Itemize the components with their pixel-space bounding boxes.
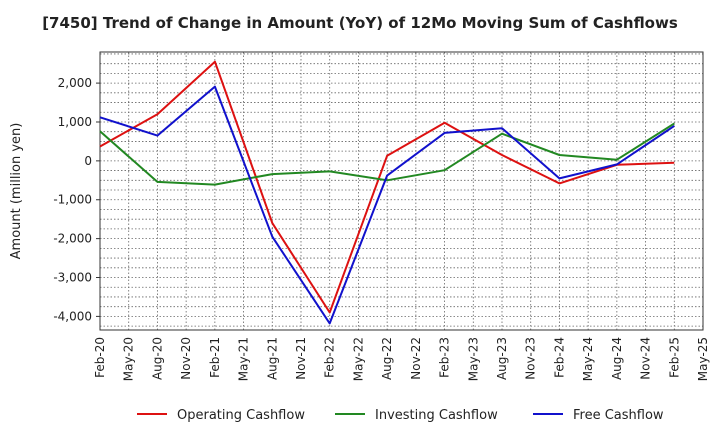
y-tick-label: 2,000 (58, 76, 92, 90)
x-tick-label: Aug-20 (150, 337, 164, 380)
x-tick-label: May-21 (237, 337, 251, 381)
x-tick-label: May-22 (351, 337, 365, 381)
x-tick-label: Nov-20 (179, 337, 193, 380)
x-tick-label: Feb-22 (323, 337, 337, 378)
legend: Operating Cashflow Investing Cashflow Free… (137, 408, 664, 423)
grid-y (100, 53, 703, 327)
series-line-investing-cashflow (99, 122, 675, 186)
y-tick-label: 0 (84, 154, 92, 168)
x-tick-label: May-23 (466, 337, 480, 381)
plot-area-background (100, 52, 703, 330)
y-axis-ticks: 2,000 1,000 0 -1,000 -2,000 -3,000 -4,000 (53, 76, 100, 323)
series-line-operating-cashflow (99, 60, 675, 314)
x-tick-label: Aug-22 (380, 337, 394, 380)
x-tick-label: Aug-21 (265, 337, 279, 380)
series-layer (99, 60, 675, 325)
y-tick-label: -1,000 (53, 193, 92, 207)
y-tick-label: -3,000 (53, 271, 92, 285)
grid-x (99, 52, 704, 330)
x-tick-label: Nov-23 (524, 337, 538, 380)
chart-title: [7450] Trend of Change in Amount (YoY) o… (42, 14, 678, 32)
x-tick-label: Feb-23 (438, 337, 452, 378)
x-tick-label: Aug-24 (610, 337, 624, 380)
x-tick-label: May-20 (122, 337, 136, 381)
x-tick-label: Feb-21 (208, 337, 222, 378)
legend-label-operating-cashflow: Operating Cashflow (177, 408, 305, 423)
plot-area-frame (99, 51, 704, 331)
y-tick-label: 1,000 (58, 115, 92, 129)
x-tick-label: May-24 (581, 337, 595, 381)
y-axis-label: Amount (million yen) (9, 123, 24, 260)
x-tick-label: Nov-21 (294, 337, 308, 380)
x-tick-label: Feb-25 (667, 337, 681, 378)
x-tick-label: Aug-23 (495, 337, 509, 380)
x-tick-label: Feb-20 (93, 337, 107, 378)
x-axis-ticks: Feb-20 May-20 Aug-20 Nov-20 Feb-21 May-21 Aug-… (93, 337, 710, 381)
x-tick-label: Nov-22 (409, 337, 423, 380)
y-tick-label: -2,000 (53, 232, 92, 246)
x-tick-label: Feb-24 (552, 337, 566, 378)
x-tick-label: May-25 (696, 337, 710, 381)
y-tick-label: -4,000 (53, 309, 92, 323)
x-tick-label: Nov-24 (639, 337, 653, 380)
legend-label-investing-cashflow: Investing Cashflow (375, 408, 498, 423)
series-line-free-cashflow (99, 85, 675, 325)
legend-label-free-cashflow: Free Cashflow (573, 408, 664, 423)
